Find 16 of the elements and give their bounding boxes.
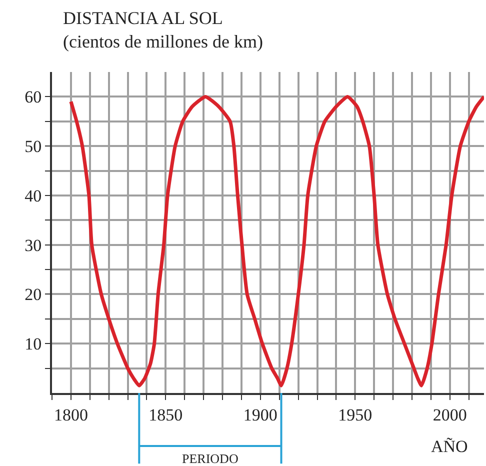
y-tick-label: 10: [24, 334, 42, 354]
chart-title: DISTANCIA AL SOL: [63, 8, 223, 28]
x-tick-label: 2000: [432, 405, 467, 424]
y-tick-label: 30: [24, 236, 42, 255]
text: PERIODO: [182, 451, 238, 466]
line-series: [69, 94, 484, 388]
x-tick-label: 1950: [338, 405, 372, 424]
y-tick-label: 20: [24, 285, 42, 304]
x-tick-label: 1850: [148, 405, 183, 424]
y-tick-label: 40: [24, 186, 42, 206]
y-tick-label: 60: [24, 88, 42, 107]
x-tick-label: 1800: [54, 405, 88, 424]
y-tick-label: 50: [24, 137, 42, 156]
x-axis-title: AÑO: [431, 437, 468, 456]
chart-subtitle: (cientos de millones de km): [63, 31, 263, 52]
x-tick-label: 1900: [243, 405, 278, 424]
